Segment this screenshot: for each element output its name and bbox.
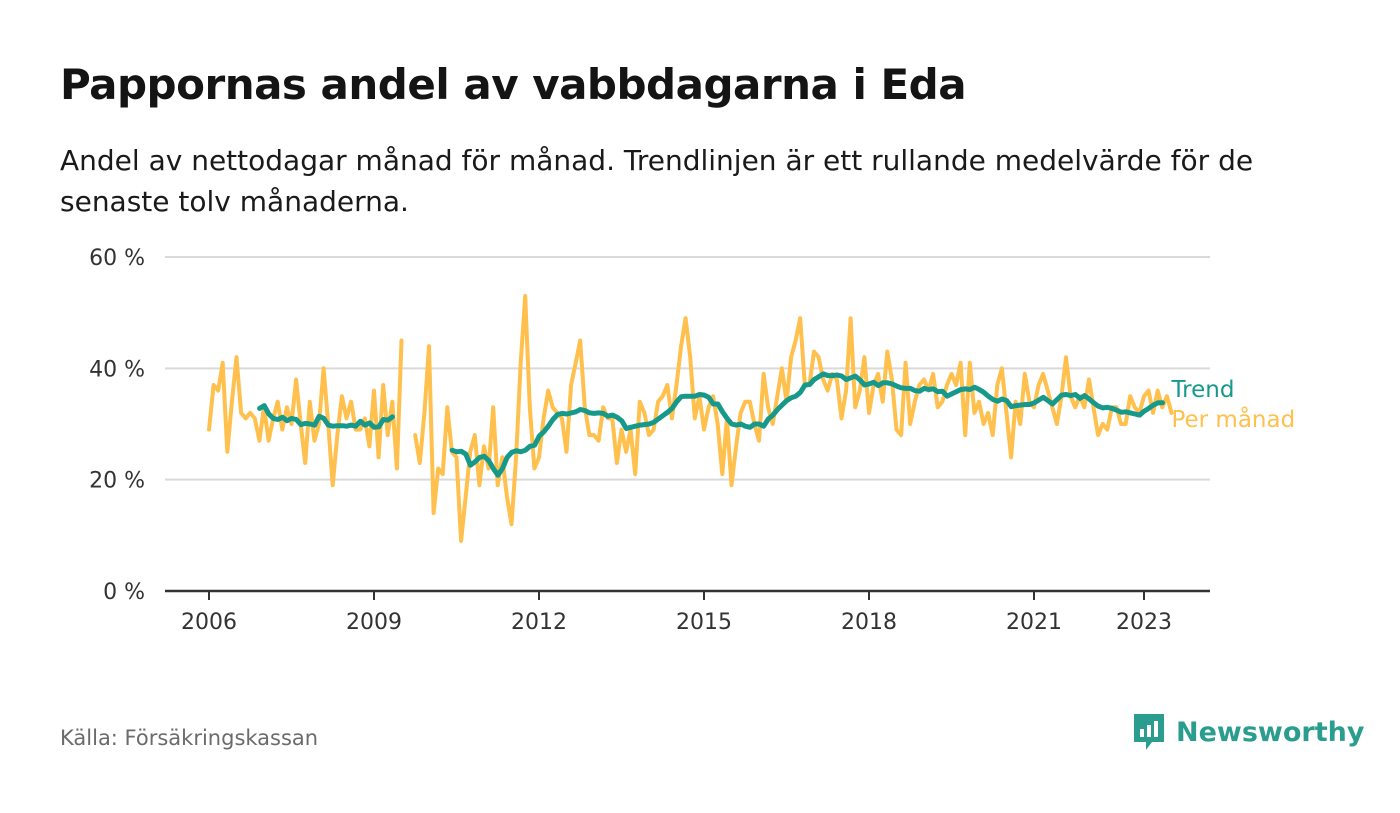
y-tick-label: 0 %	[103, 580, 145, 605]
brand-name: Newsworthy	[1176, 716, 1365, 748]
x-tick-label: 2009	[346, 610, 402, 635]
y-tick-label: 40 %	[89, 357, 145, 382]
y-tick-label: 60 %	[89, 246, 145, 271]
legend-label-per-manad: Per månad	[1171, 405, 1295, 433]
legend-label-trend: Trend	[1170, 377, 1234, 403]
x-tick-label: 2015	[676, 610, 732, 635]
x-tick-label: 2023	[1116, 610, 1172, 635]
chart-title: Pappornas andel av vabbdagarna i Eda	[60, 60, 967, 109]
chart-subtitle: Andel av nettodagar månad för månad. Tre…	[60, 144, 1254, 218]
x-tick-label: 2006	[181, 610, 237, 635]
newsworthy-logo-icon	[1134, 714, 1164, 750]
series-line-per-manad	[207, 294, 1174, 543]
x-tick-label: 2021	[1006, 610, 1062, 635]
x-tick-label: 2018	[841, 610, 897, 635]
brand-logo[interactable]: Newsworthy	[1132, 712, 1364, 752]
gridlines	[165, 256, 1210, 593]
y-tick-label: 20 %	[89, 469, 145, 494]
line-chart: 0 % 20 % 40 % 60 % 2006 2009 2012 2015 2018 2021…	[89, 246, 1295, 635]
y-axis-ticks: 0 % 20 % 40 % 60 %	[89, 246, 145, 605]
x-tick-label: 2012	[511, 610, 567, 635]
source-note: Källa: Försäkringskassan	[60, 726, 319, 750]
legend: Trend Per månad	[1170, 377, 1295, 433]
series-line-trend	[257, 371, 1165, 478]
x-axis-ticks: 2006 2009 2012 2015 2018 2021 2023	[181, 591, 1172, 635]
series-lines	[207, 294, 1174, 543]
